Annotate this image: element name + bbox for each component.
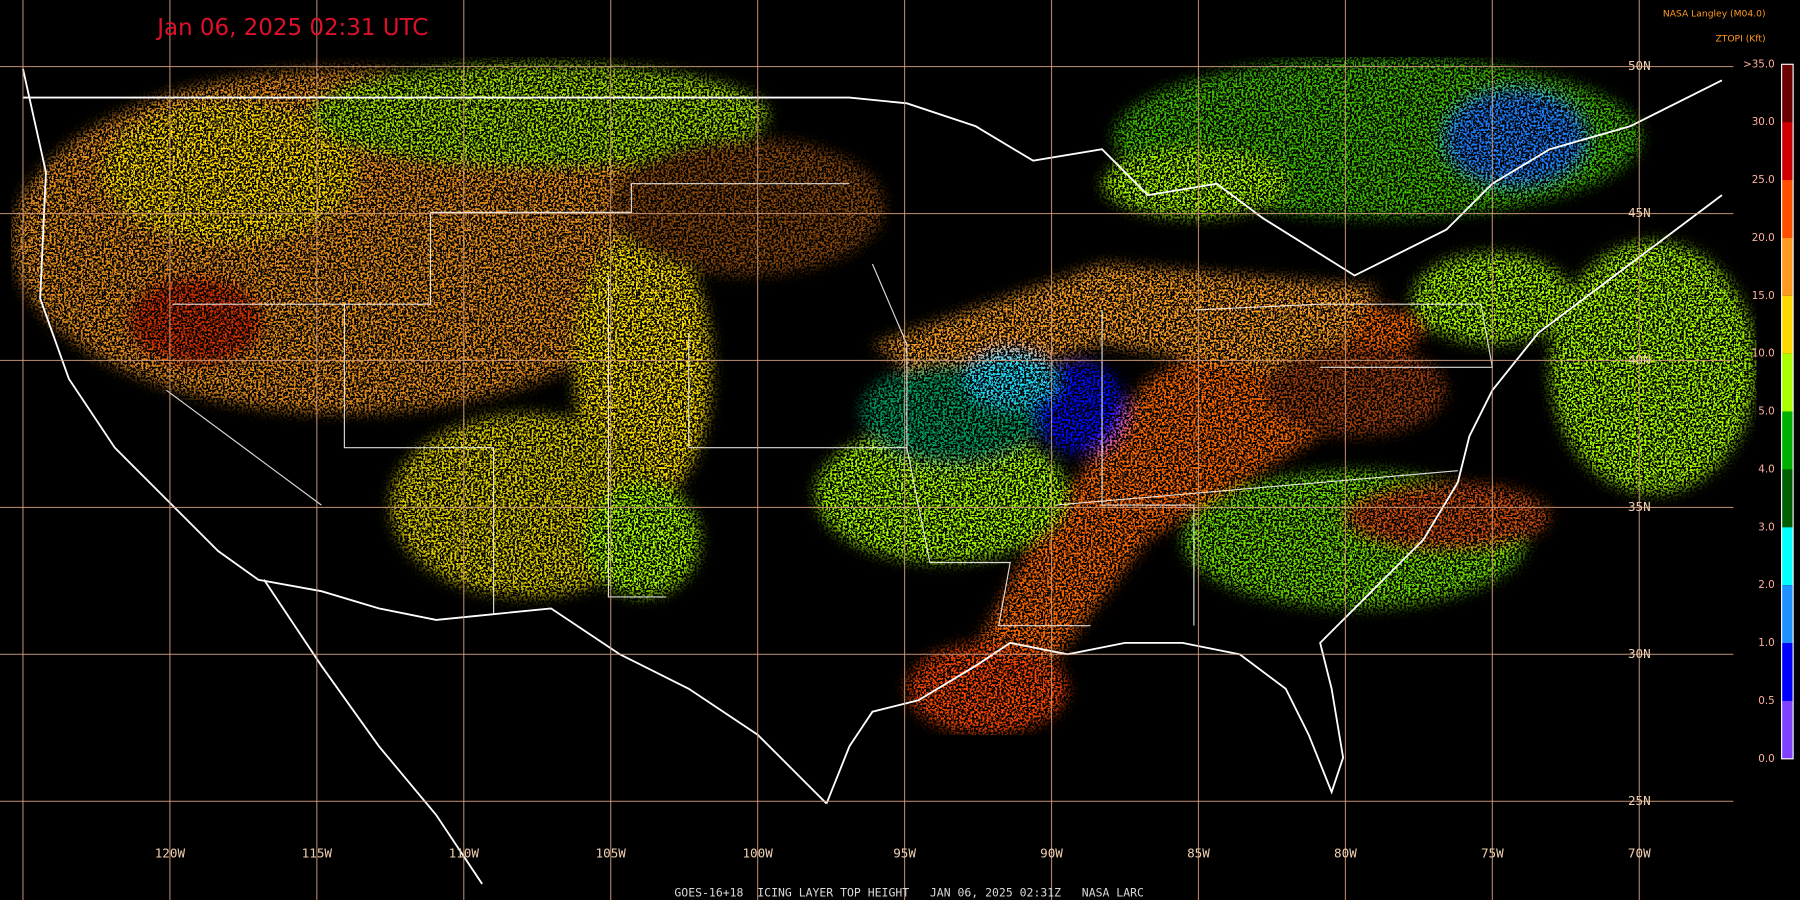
longitude-label: 120W	[155, 846, 186, 861]
cloud	[103, 103, 356, 242]
state-line	[1101, 309, 1195, 626]
colorbar-segment	[1781, 180, 1794, 238]
timestamp-title: Jan 06, 2025 02:31 UTC	[155, 15, 428, 41]
cloud	[906, 642, 1068, 735]
state-line	[1056, 470, 1458, 506]
colorbar-segment	[1781, 585, 1794, 644]
longitude-label: 80W	[1334, 846, 1357, 861]
colorbar-label: 1.0	[1758, 637, 1774, 649]
border	[22, 79, 1723, 277]
colorbar-label: 15.0	[1752, 290, 1775, 302]
state-line	[1193, 303, 1494, 368]
colorbar-segment	[1781, 353, 1794, 412]
state-line	[607, 275, 666, 598]
coastlines	[22, 68, 1723, 885]
cloud	[1549, 241, 1757, 494]
colorbar-label: 0.5	[1758, 695, 1774, 707]
state-lines	[166, 183, 1494, 627]
colorbar-label: 10.0	[1752, 348, 1775, 360]
state-line	[343, 304, 495, 615]
colorbar: >35.0 30.0 25.0 20.0 15.0 10.0 5.0 4.0 3.0 2.0 1.0…	[1743, 58, 1794, 765]
colorbar-segment	[1781, 64, 1794, 123]
cloud	[126, 275, 265, 368]
longitude-label: 95W	[893, 846, 916, 861]
longitude-label: 90W	[1040, 846, 1063, 861]
colorbar-label: 4.0	[1758, 463, 1774, 475]
longitude-label: 85W	[1187, 846, 1210, 861]
colorbar-segment	[1781, 469, 1794, 528]
colorbar-label: 0.0	[1758, 753, 1774, 765]
colorbar-segment	[1781, 122, 1794, 181]
colorbar-label: 20.0	[1752, 232, 1775, 244]
colorbar-segment	[1781, 643, 1794, 701]
state-line	[166, 389, 322, 506]
cloud	[309, 63, 770, 167]
colorbar-label: 2.0	[1758, 579, 1774, 591]
colorbar-segment	[1781, 700, 1794, 759]
colorbar-segment	[1781, 237, 1794, 296]
longitude-label: 110W	[449, 846, 480, 861]
cloud	[815, 424, 1068, 563]
cloud	[608, 137, 884, 276]
colorbar-label: 5.0	[1758, 406, 1774, 418]
colorbar-label: 3.0	[1758, 521, 1774, 533]
footer: GOES-16+18 ICING LAYER TOP HEIGHT JAN 06…	[674, 886, 1144, 900]
credit: NASA Langley (M04.0)	[1663, 8, 1766, 19]
colorbar-segment	[1781, 411, 1794, 470]
cloud	[1343, 482, 1550, 552]
cloud	[1102, 149, 1286, 219]
longitude-label: 70W	[1628, 846, 1651, 861]
longitude-label: 75W	[1481, 846, 1504, 861]
colorbar-title: ZTOPI (Kft)	[1715, 34, 1765, 45]
colorbar-segment	[1781, 295, 1794, 354]
cloud	[964, 350, 1057, 408]
colorbar-frame	[1781, 63, 1794, 760]
state-line	[906, 447, 1091, 627]
border	[22, 68, 828, 805]
longitude-label: 115W	[302, 846, 333, 861]
colorbar-label: 25.0	[1752, 174, 1775, 186]
cloud	[585, 482, 701, 597]
colorbar-label: 30.0	[1752, 116, 1775, 128]
coast	[263, 579, 483, 885]
longitude-label: 105W	[596, 846, 627, 861]
colorbar-segment	[1781, 527, 1794, 586]
border	[825, 194, 1723, 804]
colorbar-label: >35.0	[1743, 58, 1775, 70]
longitude-label: 100W	[742, 846, 773, 861]
cloud	[1262, 344, 1447, 437]
cloud	[1446, 91, 1585, 184]
